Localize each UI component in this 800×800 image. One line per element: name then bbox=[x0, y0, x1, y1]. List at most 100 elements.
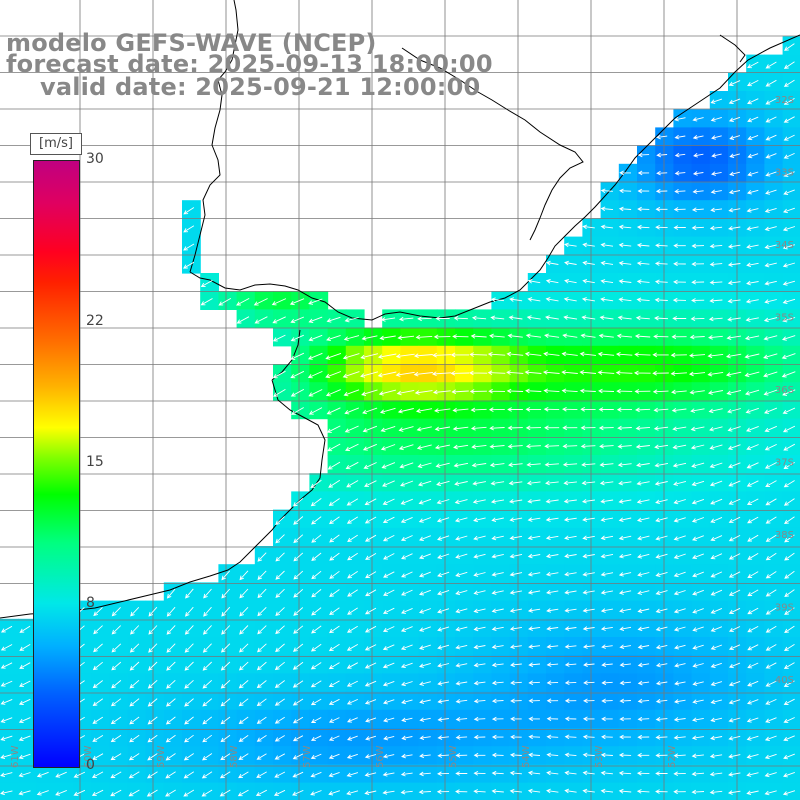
wind-arrow bbox=[346, 662, 359, 669]
wind-arrow bbox=[655, 517, 668, 523]
wind-arrow bbox=[728, 662, 741, 669]
wind-arrow bbox=[546, 788, 559, 794]
wind-arrow bbox=[436, 517, 450, 523]
wind-arrow bbox=[510, 734, 522, 740]
wind-arrow bbox=[293, 534, 304, 544]
wind-arrow bbox=[146, 789, 158, 797]
wind-arrow bbox=[201, 789, 213, 797]
wind-arrow bbox=[239, 625, 249, 635]
wind-arrow bbox=[382, 680, 395, 687]
wind-arrow bbox=[290, 316, 305, 324]
wind-arrow bbox=[491, 553, 504, 559]
wind-arrow bbox=[400, 771, 413, 777]
wind-arrow bbox=[564, 571, 577, 577]
wind-arrow bbox=[290, 389, 305, 397]
wind-arrow bbox=[636, 242, 650, 248]
wind-arrow bbox=[709, 480, 723, 487]
wind-arrow bbox=[488, 407, 505, 412]
wind-arrow bbox=[710, 717, 723, 723]
wind-arrow bbox=[674, 189, 686, 194]
wind-arrow bbox=[691, 498, 705, 505]
wind-arrow bbox=[617, 315, 632, 321]
wind-arrow bbox=[528, 734, 541, 740]
wind-arrow bbox=[419, 571, 431, 578]
wind-arrow bbox=[691, 207, 704, 213]
wind-arrow bbox=[654, 444, 669, 450]
wind-arrow bbox=[671, 389, 687, 395]
wind-arrow bbox=[746, 717, 759, 723]
wind-arrow bbox=[346, 498, 359, 506]
wind-speed-field bbox=[0, 36, 800, 800]
wind-arrow bbox=[765, 644, 777, 651]
wind-arrow bbox=[310, 479, 322, 489]
wind-arrow bbox=[455, 590, 468, 596]
wind-arrow bbox=[383, 717, 395, 723]
wind-arrow bbox=[473, 626, 486, 632]
wind-arrow bbox=[655, 717, 668, 722]
wind-arrow bbox=[92, 735, 104, 742]
wind-arrow bbox=[509, 626, 522, 631]
wind-arrow bbox=[711, 153, 722, 158]
wind-arrow bbox=[455, 608, 468, 614]
wind-arrow bbox=[236, 298, 250, 306]
wind-arrow bbox=[382, 607, 395, 615]
wind-arrow bbox=[634, 389, 651, 394]
wind-arrow bbox=[747, 98, 759, 105]
wind-arrow bbox=[673, 480, 687, 486]
wind-arrow bbox=[562, 443, 578, 449]
wind-arrow bbox=[129, 698, 140, 707]
wind-arrow bbox=[491, 788, 504, 794]
wind-arrow bbox=[783, 698, 795, 705]
wind-arrow bbox=[491, 770, 504, 776]
wind-arrow bbox=[418, 498, 432, 505]
wind-arrow bbox=[437, 681, 450, 686]
wind-arrow bbox=[400, 626, 413, 632]
wind-arrow bbox=[729, 153, 740, 158]
wind-arrow bbox=[619, 662, 631, 668]
wind-arrow bbox=[765, 698, 777, 705]
wind-arrow bbox=[290, 370, 305, 379]
wind-arrow bbox=[0, 790, 13, 796]
wind-arrow bbox=[220, 698, 231, 707]
wind-arrow bbox=[487, 370, 506, 375]
wind-arrow bbox=[637, 206, 650, 212]
wind-arrow bbox=[527, 590, 541, 595]
wind-arrow bbox=[308, 407, 323, 415]
wind-arrow bbox=[710, 571, 723, 578]
wind-arrow bbox=[292, 661, 304, 670]
wind-arrow bbox=[509, 770, 522, 776]
wind-arrow bbox=[347, 735, 358, 741]
wind-arrow bbox=[328, 643, 340, 652]
wind-arrow bbox=[765, 534, 777, 542]
wind-arrow bbox=[455, 644, 468, 650]
wind-arrow bbox=[674, 116, 686, 122]
wind-arrow bbox=[673, 753, 686, 758]
wind-arrow bbox=[707, 371, 724, 377]
wind-arrow bbox=[707, 390, 723, 395]
wind-arrow bbox=[291, 407, 304, 415]
wind-arrow bbox=[710, 498, 723, 505]
wind-arrow bbox=[601, 644, 613, 649]
wind-arrow bbox=[0, 772, 13, 778]
wind-arrow bbox=[765, 552, 777, 561]
wind-arrow bbox=[510, 680, 522, 686]
wind-arrow bbox=[655, 608, 668, 614]
wind-arrow bbox=[710, 662, 722, 668]
colorbar-tick-8: 8 bbox=[86, 595, 95, 612]
wind-arrow bbox=[765, 116, 777, 123]
wind-arrow bbox=[471, 444, 487, 450]
wind-arrow bbox=[691, 225, 704, 231]
wind-arrow bbox=[292, 735, 304, 742]
wind-arrow bbox=[764, 462, 777, 469]
wind-arrow bbox=[220, 734, 231, 743]
wind-arrow bbox=[746, 498, 759, 505]
wind-arrow bbox=[616, 388, 633, 394]
wind-arrow bbox=[564, 553, 577, 559]
wind-arrow bbox=[598, 407, 614, 412]
wind-arrow bbox=[764, 262, 777, 268]
wind-arrow bbox=[581, 498, 595, 504]
wind-arrow bbox=[364, 772, 377, 777]
wind-arrow bbox=[455, 680, 468, 686]
wind-arrow bbox=[709, 789, 723, 795]
wind-arrow bbox=[360, 371, 379, 378]
